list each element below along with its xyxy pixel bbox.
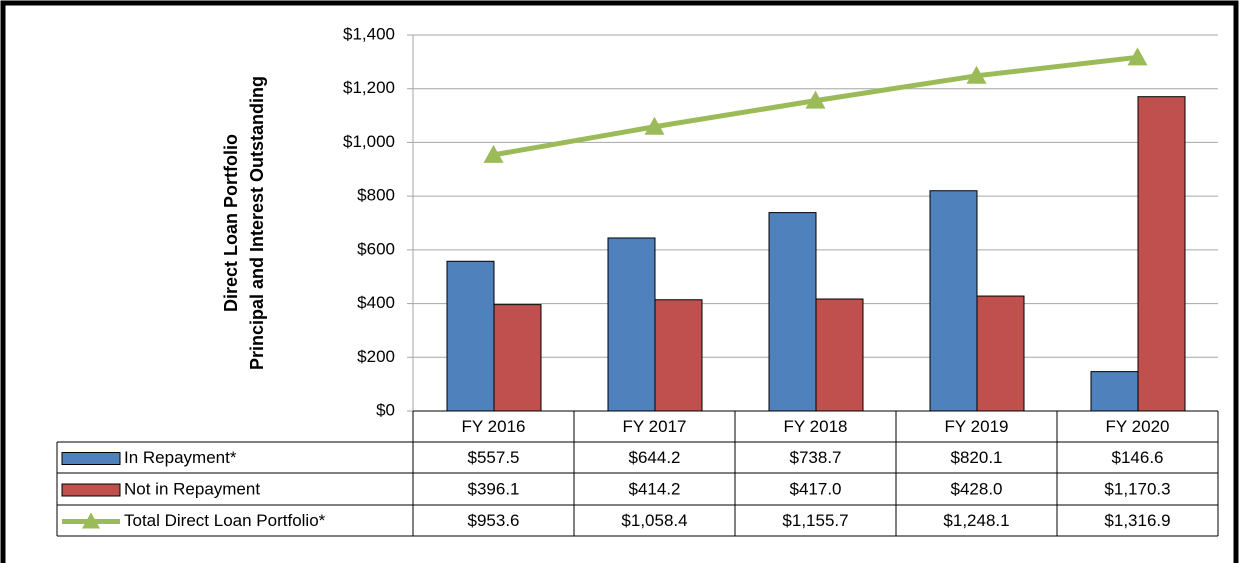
table-value: $557.5	[468, 448, 520, 467]
legend-key	[61, 483, 121, 497]
legend-label: Not in Repayment	[124, 479, 260, 498]
legend-label: In Repayment*	[124, 448, 237, 467]
bar	[654, 299, 703, 412]
table-value: $644.2	[629, 448, 681, 467]
x-tick-label: FY 2020	[1106, 417, 1170, 436]
y-tick-label: $400	[357, 293, 395, 312]
marker	[644, 116, 665, 135]
y-tick-label: $1,000	[343, 132, 395, 151]
y-tick-label: $1,200	[343, 78, 395, 97]
table-value: $1,316.9	[1104, 511, 1170, 530]
legend-label: Total Direct Loan Portfolio*	[124, 511, 326, 530]
table-value: $428.0	[951, 479, 1003, 498]
x-tick-label: FY 2019	[945, 417, 1009, 436]
table-value: $1,058.4	[621, 511, 687, 530]
table-value: $414.2	[629, 479, 681, 498]
x-tick-label: FY 2016	[462, 417, 526, 436]
y-tick-label: $600	[357, 239, 395, 258]
marker	[1127, 47, 1148, 66]
y-tick-label: $800	[357, 186, 395, 205]
bar	[607, 237, 656, 412]
marker	[483, 144, 504, 163]
table-value: $953.6	[468, 511, 520, 530]
x-tick-label: FY 2017	[623, 417, 687, 436]
bar	[768, 212, 817, 412]
y-tick-label: $0	[376, 400, 395, 419]
bar	[1090, 371, 1139, 412]
table-value: $146.6	[1112, 448, 1164, 467]
table-value: $1,248.1	[943, 511, 1009, 530]
y-axis-title: Principal and Interest Outstanding	[247, 76, 267, 370]
marker	[805, 90, 826, 109]
table-value: $1,170.3	[1104, 479, 1170, 498]
bar	[815, 298, 864, 412]
y-tick-label: $1,400	[343, 24, 395, 43]
bar	[446, 260, 495, 412]
legend-key	[82, 512, 100, 529]
legend-key	[61, 452, 121, 465]
table-value: $738.7	[790, 448, 842, 467]
table-value: $1,155.7	[782, 511, 848, 530]
bar	[929, 190, 978, 412]
bar	[493, 304, 542, 412]
bar	[1137, 96, 1186, 412]
x-tick-label: FY 2018	[784, 417, 848, 436]
table-value: $417.0	[790, 479, 842, 498]
y-tick-label: $200	[357, 347, 395, 366]
table-value: $820.1	[951, 448, 1003, 467]
marker	[966, 65, 987, 84]
y-axis-title: Direct Loan Portfolio	[221, 134, 241, 312]
bar	[976, 295, 1025, 412]
table-value: $396.1	[468, 479, 520, 498]
